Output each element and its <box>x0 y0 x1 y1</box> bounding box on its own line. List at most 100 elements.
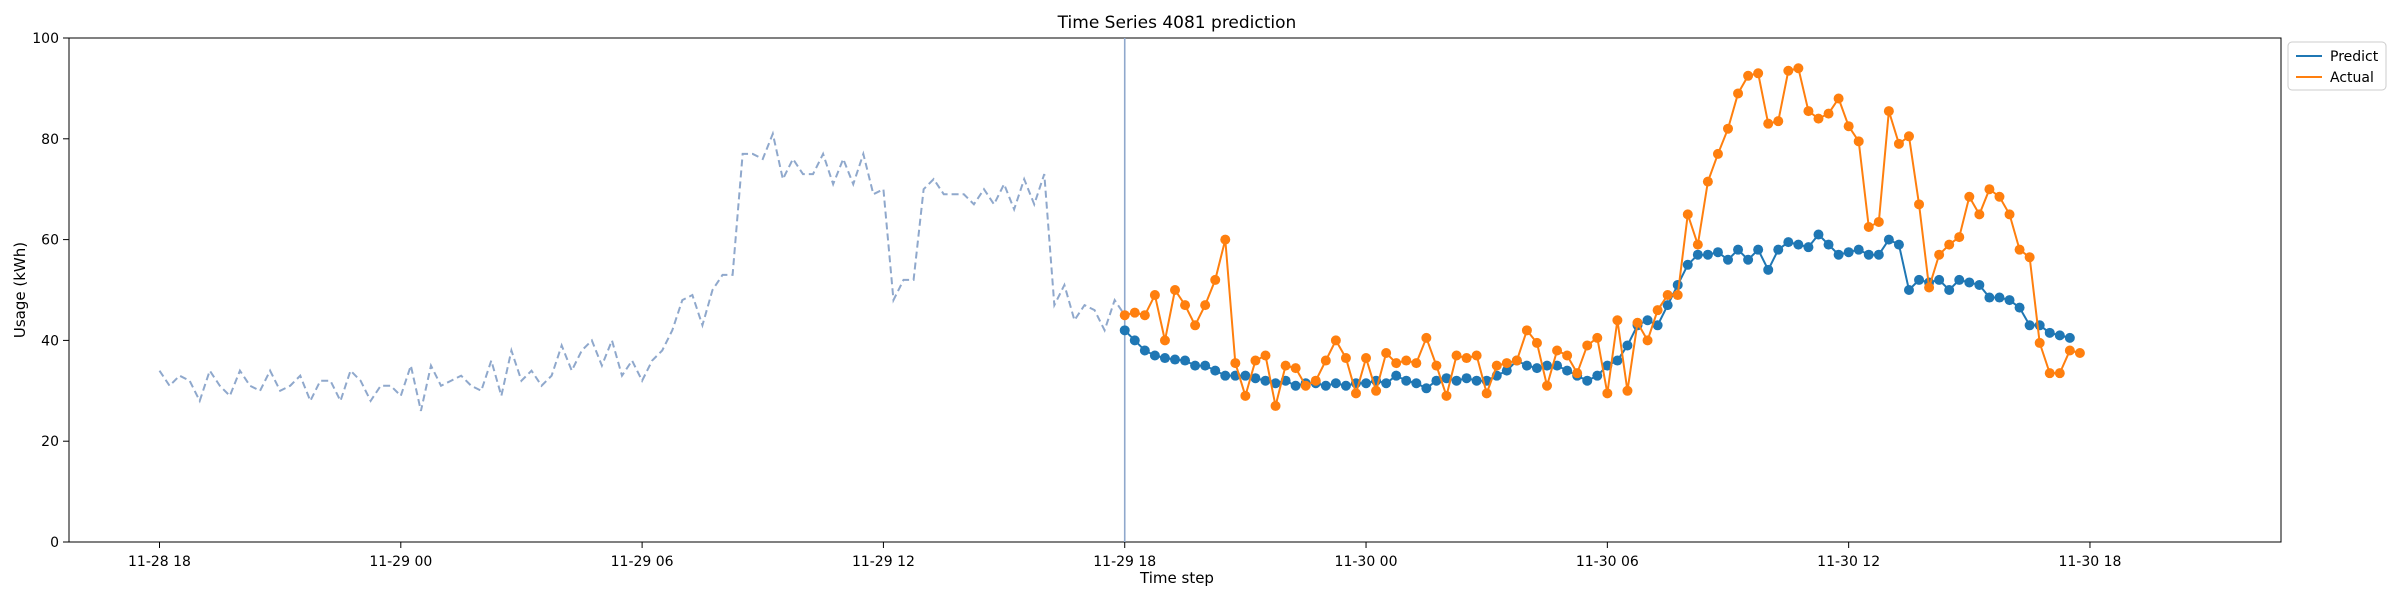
y-tick-label: 40 <box>41 333 59 349</box>
x-tick-label: 11-28 18 <box>128 554 191 570</box>
actual-point <box>1833 93 1844 104</box>
predict-point <box>1984 292 1995 303</box>
actual-point <box>1511 355 1522 366</box>
predict-point <box>2044 327 2055 338</box>
predict-point <box>1823 239 1834 250</box>
actual-point <box>1672 290 1683 301</box>
actual-point <box>1250 355 1261 366</box>
actual-point <box>1381 348 1392 358</box>
actual-point <box>1361 353 1372 364</box>
predict-point <box>1743 254 1754 265</box>
predict-point <box>1270 378 1281 389</box>
predict-point <box>1893 239 1904 250</box>
predict-point <box>1240 370 1251 381</box>
predict-point <box>1964 277 1975 288</box>
actual-point <box>1783 65 1794 76</box>
actual-point <box>1210 274 1221 285</box>
predict-point <box>1783 237 1794 248</box>
predict-point <box>1763 264 1774 275</box>
x-tick-label: 11-30 00 <box>1335 554 1398 570</box>
x-tick-label: 11-29 18 <box>1093 554 1156 570</box>
y-tick-label: 100 <box>32 31 59 47</box>
predict-point <box>2054 330 2065 341</box>
actual-point <box>1421 332 1432 343</box>
actual-point <box>1340 353 1351 364</box>
predict-point <box>1733 244 1744 255</box>
actual-point <box>2044 368 2055 379</box>
actual-point <box>1974 209 1985 220</box>
actual-point <box>1994 191 2005 202</box>
x-tick-label: 11-29 00 <box>369 554 432 570</box>
x-tick-label: 11-30 06 <box>1576 554 1639 570</box>
predict-point <box>2064 332 2075 343</box>
predict-point <box>1501 365 1512 376</box>
predict-point <box>1381 378 1392 389</box>
predict-point <box>1531 363 1542 374</box>
predict-point <box>1139 345 1150 356</box>
predict-point <box>1220 370 1231 381</box>
actual-point <box>1149 290 1160 301</box>
predict-point <box>2004 295 2015 306</box>
predict-point <box>1361 378 1372 389</box>
actual-point <box>1531 337 1542 348</box>
predict-point <box>1914 274 1925 285</box>
actual-point <box>1481 388 1492 399</box>
predict-point <box>1662 300 1673 311</box>
actual-point <box>1964 191 1975 202</box>
predict-point <box>1863 249 1874 260</box>
x-tick-label: 11-30 18 <box>2058 554 2121 570</box>
actual-point <box>1692 239 1703 250</box>
predict-point <box>1682 259 1693 270</box>
predict-point <box>1793 239 1804 250</box>
predict-point <box>1330 378 1341 389</box>
x-axis-label: Time step <box>1139 569 1214 587</box>
predict-point <box>1421 383 1432 394</box>
predict-point <box>1612 355 1623 366</box>
actual-point <box>1803 106 1814 117</box>
predict-point <box>1391 370 1402 381</box>
predict-point <box>1753 244 1764 255</box>
actual-point <box>1914 199 1925 210</box>
actual-point <box>1903 131 1914 142</box>
predict-point <box>1401 375 1412 386</box>
predict-point <box>1170 354 1180 365</box>
actual-point <box>1873 216 1884 227</box>
predict-point <box>1702 249 1713 260</box>
predict-point <box>1129 335 1140 346</box>
predict-point <box>1461 373 1472 384</box>
predict-point <box>1260 375 1271 386</box>
predict-point <box>1542 360 1553 371</box>
actual-point <box>1602 388 1613 399</box>
plot-frame <box>68 37 2282 543</box>
predict-point <box>1582 375 1593 386</box>
actual-line <box>1124 67 2081 407</box>
actual-point <box>1119 310 1130 321</box>
actual-point <box>2034 337 2045 348</box>
predict-point <box>1562 365 1573 376</box>
actual-point <box>1391 358 1402 369</box>
actual-point <box>1290 363 1301 374</box>
predict-point <box>1149 350 1160 361</box>
actual-point <box>1562 350 1573 361</box>
predict-point <box>1833 249 1844 260</box>
actual-point <box>1592 332 1603 343</box>
predict-point <box>1712 247 1723 258</box>
predict-point <box>1723 254 1733 265</box>
predict-point <box>1451 375 1462 386</box>
predict-point <box>1853 244 1864 255</box>
actual-point <box>1220 234 1231 245</box>
actual-point <box>1411 358 1422 369</box>
predict-point <box>1340 380 1351 391</box>
actual-point <box>2074 348 2085 358</box>
y-axis-label: Usage (kWh) <box>11 242 29 338</box>
predict-point <box>1119 325 1130 336</box>
actual-point <box>1712 148 1723 159</box>
actual-point <box>1170 285 1180 295</box>
actual-point <box>1702 176 1713 187</box>
actual-point <box>2054 368 2065 379</box>
predict-point <box>1692 249 1703 260</box>
predict-point <box>1803 242 1814 253</box>
actual-point <box>1823 108 1834 119</box>
actual-point <box>1180 300 1191 311</box>
